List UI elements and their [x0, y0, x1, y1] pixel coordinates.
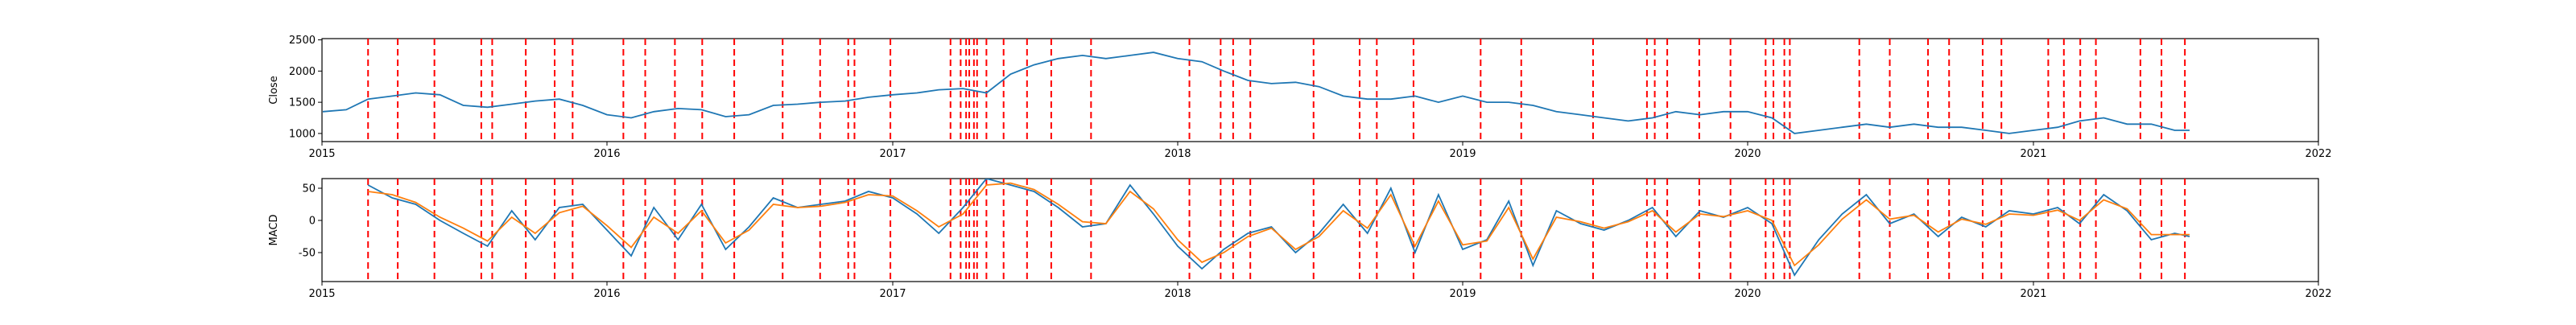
x-tick-label: 2021: [2020, 148, 2046, 160]
x-tick-label: 2021: [2020, 288, 2046, 300]
y-tick-label: 50: [302, 183, 316, 195]
plot-frame: [321, 38, 2319, 142]
x-tick-label: 2020: [1734, 148, 1761, 160]
x-tick-label: 2015: [308, 148, 335, 160]
y-tick-label: 1000: [289, 128, 316, 140]
x-tick-label: 2019: [1449, 288, 1476, 300]
y-tick-label: 1500: [289, 97, 316, 109]
y-axis-label: Close: [268, 76, 280, 104]
y-tick-label: 2000: [289, 66, 316, 78]
macd-panel: 2015 2016 2017 2018 2019 2020 2021 2022 -50 0 50 MA…: [268, 178, 2332, 300]
plot-frame: [321, 178, 2319, 282]
x-tick-label: 2017: [879, 288, 906, 300]
x-tick-label: 2020: [1734, 288, 1761, 300]
x-tick-label: 2017: [879, 148, 906, 160]
y-axis-label: MACD: [268, 215, 280, 246]
series-line-1: [322, 51, 2190, 134]
y-tick-label: 2500: [289, 35, 316, 47]
y-tick-label: 0: [309, 216, 316, 228]
series-line-2: [368, 182, 2190, 267]
series-line-1: [367, 179, 2190, 277]
y-tick-label: -50: [299, 248, 316, 260]
x-tick-label: 2018: [1164, 288, 1191, 300]
x-tick-label: 2022: [2305, 288, 2331, 300]
x-tick-label: 2015: [308, 288, 335, 300]
event-lines: [367, 179, 2186, 282]
x-tick-label: 2019: [1449, 148, 1476, 160]
x-tick-label: 2016: [593, 148, 620, 160]
close-price-panel: 2015 2016 2017 2018 2019 2020 2021 2022 1000 1500…: [268, 35, 2332, 160]
x-tick-label: 2022: [2305, 148, 2331, 160]
x-tick-label: 2018: [1164, 148, 1191, 160]
x-tick-label: 2016: [593, 288, 620, 300]
